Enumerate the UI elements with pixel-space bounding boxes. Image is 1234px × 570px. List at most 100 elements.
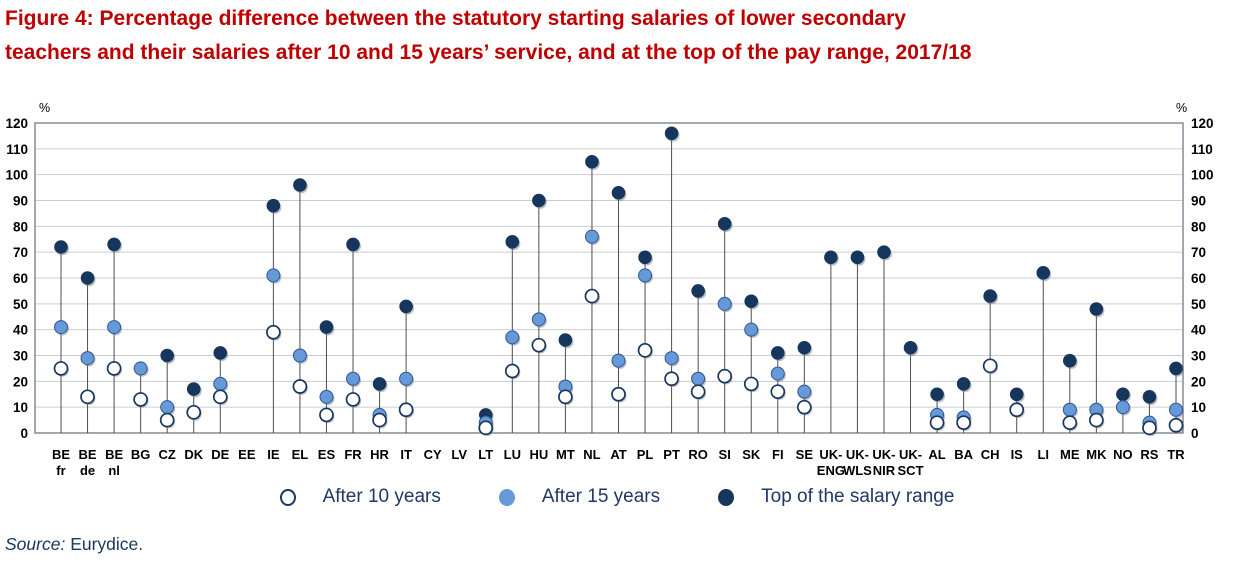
dot-top [54,240,68,254]
x-label-sub: NIR [873,463,896,478]
x-axis-label: FI [772,447,784,462]
dot-top [160,348,174,363]
x-axis-label: EL [292,447,309,462]
x-axis-label: LV [451,447,467,462]
x-label-sub: ENG [817,463,845,478]
legend-item-after-10-years: After 10 years [279,486,441,508]
x-axis-label: MK [1086,447,1107,462]
dot-after10 [504,363,520,379]
x-label-main: SE [796,447,814,462]
x-label-sub: WLS [843,463,872,478]
dot-after10 [159,412,175,428]
dot-after15 [744,322,759,337]
x-axis-label: MT [556,447,575,462]
x-label-main: PL [637,447,654,462]
dot-after10 [345,392,361,407]
axis-unit-labels: %% [39,101,1187,115]
chart-column-PT [664,126,680,433]
blue-circle-icon [498,488,515,506]
chart-column-BEfr [53,240,69,433]
y-tick-right: 100 [1191,168,1214,183]
x-label-main: CZ [159,447,176,462]
dot-after10 [106,361,122,376]
x-label-main: DE [211,447,229,462]
x-axis-label: RO [688,447,708,462]
percent-label-left: % [39,101,50,115]
x-label-main: AL [928,447,945,462]
x-axis-label: SI [719,447,731,462]
chart-column-EL [292,178,308,433]
x-label-main: SI [719,447,731,462]
chart-column-SK [743,294,760,433]
dot-after15 [107,320,122,335]
dot-top [585,154,599,169]
x-label-main: TR [1167,447,1185,462]
chart-column-IE [266,198,282,433]
dot-top [877,245,891,259]
chart-column-CZ [159,348,176,433]
dot-after10 [478,420,494,436]
chart-column-LI [1036,266,1052,433]
chart-column-ME [1062,353,1078,433]
chart-column-BA [956,377,972,433]
dot-top [293,178,307,192]
x-label-main: DK [184,447,203,462]
dot-top [664,126,679,141]
dot-after10 [1062,415,1078,431]
y-tick-left: 0 [20,426,28,441]
x-axis-label: PL [637,447,654,462]
x-label-main: BE [52,447,70,462]
chart-column-SI [717,216,733,433]
x-axis-label: UK-ENG [817,447,845,478]
dot-top [850,250,865,265]
chart-column-SE [796,340,813,433]
dot-after10 [266,324,281,340]
dot-top [1169,361,1183,376]
chart-column-DE [212,346,229,433]
x-label-main: FI [772,447,784,462]
dot-after15 [54,320,68,335]
dot-after15 [213,376,228,391]
x-axis-label: DK [184,447,203,462]
x-axis-label: FR [344,447,362,462]
dot-after15 [691,371,706,386]
dot-after10 [292,379,308,394]
x-label-main: LU [504,447,521,462]
source-label: Source: [5,534,66,554]
dot-top [1063,353,1077,368]
chart-column-NL [584,154,600,433]
dot-after15 [266,268,281,283]
x-label-sub: SCT [898,463,924,478]
dot-after10 [53,361,69,376]
y-tick-left: 40 [13,323,28,338]
dot-top [266,198,281,213]
legend-label: After 10 years [322,486,441,507]
dot-after15 [346,371,361,386]
y-tick-left: 60 [13,271,28,286]
dot-after15 [1062,402,1077,417]
dot-top [80,271,95,285]
x-label-main: BE [79,447,97,462]
dot-after10 [770,384,786,400]
dot-after10 [929,415,945,431]
x-axis-label: LT [478,447,493,462]
x-axis-label: DE [211,447,229,462]
y-tick-right: 40 [1191,323,1206,338]
chart-column-ES [319,320,335,433]
x-axis-label: EE [238,447,256,462]
x-axis-label: UK-WLS [843,447,872,478]
chart-column-AT [611,185,627,433]
dot-after10 [1168,417,1184,433]
dot-after10 [319,407,334,423]
x-axis-label: AL [928,447,945,462]
source-value: Eurydice. [70,534,144,554]
y-tick-left: 20 [13,374,28,389]
dot-top [346,237,360,252]
dot-after10 [664,371,679,387]
dot-top [1116,387,1130,402]
chart-column-UKNIR [877,245,892,433]
dot-top [638,250,652,265]
x-axis-label: NL [583,447,600,462]
x-label-main: UK- [819,447,842,462]
chart-column-UKENG [824,250,839,433]
